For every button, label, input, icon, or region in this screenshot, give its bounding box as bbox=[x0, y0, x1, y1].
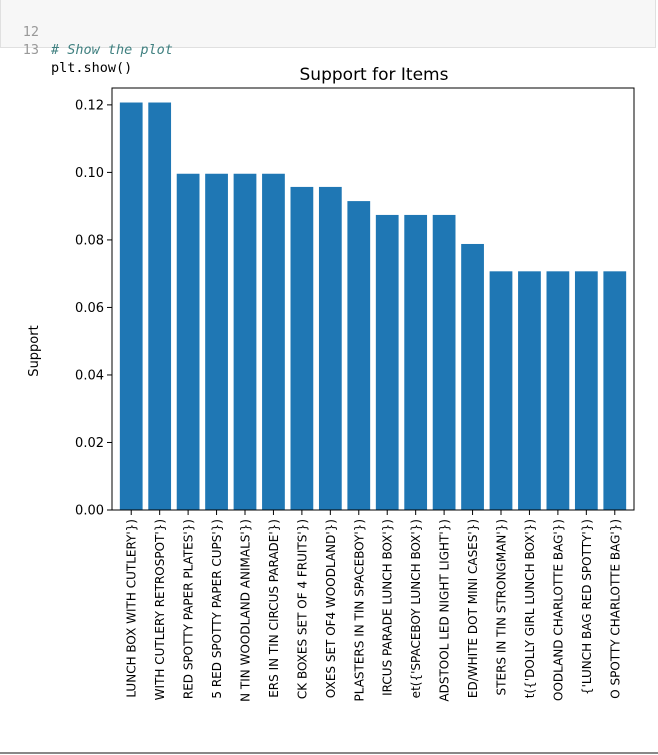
chart-title: Support for Items bbox=[300, 65, 449, 85]
x-tick-label: STERS IN TIN STRONGMAN'}) bbox=[495, 519, 509, 695]
x-tick-label: OXES SET OF4 WOODLAND'}) bbox=[324, 519, 338, 698]
bar bbox=[119, 102, 143, 510]
x-tick-label: ADSTOOL LED NIGHT LIGHT'}) bbox=[438, 519, 452, 702]
bar bbox=[290, 186, 314, 511]
x-tick-label: OODLAND CHARLOTTE BAG'}) bbox=[551, 519, 565, 701]
bar bbox=[233, 173, 257, 510]
bar-chart: Support for Items Support 0.000.020.040.… bbox=[27, 65, 635, 702]
x-tick-label: WITH CUTLERY RETROSPOT'}) bbox=[153, 519, 167, 700]
y-tick-label: 0.12 bbox=[75, 98, 104, 113]
line-number: 13 bbox=[22, 42, 39, 58]
bar bbox=[262, 173, 285, 510]
x-tick-label: IRCUS PARADE LUNCH BOX'}) bbox=[381, 519, 395, 696]
bar bbox=[432, 214, 456, 510]
bar bbox=[518, 271, 541, 510]
code-line: 12 # Show the plot bbox=[1, 5, 173, 58]
code-comment: # Show the plot bbox=[51, 42, 173, 58]
bar bbox=[489, 271, 513, 510]
x-tick-label: O SPOTTY CHARLOTTE BAG'}) bbox=[608, 519, 622, 699]
x-tick-label: {'LUNCH BAG RED SPOTTY'}) bbox=[580, 519, 594, 695]
bar bbox=[603, 271, 627, 510]
code-cell[interactable]: 12 # Show the plot 13 plt.show() bbox=[0, 0, 656, 76]
bars-group bbox=[119, 102, 627, 511]
bar bbox=[461, 243, 484, 510]
x-tick-label: PLASTERS IN TIN SPACEBOY'}) bbox=[352, 519, 366, 702]
bar bbox=[574, 271, 598, 510]
bar bbox=[148, 102, 172, 510]
y-axis-ticks: 0.00 0.02 0.04 0.06 0.08 0.10 0.12 bbox=[75, 98, 112, 519]
x-tick-label: ED/WHITE DOT MINI CASES'}) bbox=[466, 519, 480, 698]
bar bbox=[375, 214, 399, 510]
bar bbox=[404, 214, 428, 510]
y-tick-label: 0.06 bbox=[75, 301, 104, 316]
x-tick-label: 5 RED SPOTTY PAPER CUPS'}) bbox=[210, 519, 224, 699]
y-tick-label: 0.04 bbox=[75, 368, 104, 383]
code-line: 13 plt.show() bbox=[1, 23, 133, 76]
code-statement: plt.show() bbox=[51, 60, 133, 76]
x-tick-label: et({'SPACEBOY LUNCH BOX'}) bbox=[409, 519, 423, 698]
bar bbox=[176, 173, 200, 510]
bar bbox=[205, 173, 228, 510]
plot-frame bbox=[111, 87, 635, 511]
x-tick-label: ERS IN TIN CIRCUS PARADE'}) bbox=[267, 519, 281, 698]
bottom-divider bbox=[0, 752, 658, 754]
line-number: 12 bbox=[22, 24, 39, 40]
y-axis-label: Support bbox=[27, 325, 42, 376]
bar bbox=[318, 186, 342, 511]
x-tick-label: t({'DOLLY GIRL LUNCH BOX'}) bbox=[523, 519, 537, 698]
x-tick-label: RED SPOTTY PAPER PLATES'}) bbox=[182, 519, 196, 699]
y-tick-label: 0.02 bbox=[75, 436, 104, 451]
x-tick-label: LUNCH BOX WITH CUTLERY'}) bbox=[125, 519, 139, 698]
x-axis-ticks: LUNCH BOX WITH CUTLERY'}) WITH CUTLERY RE… bbox=[125, 510, 622, 702]
y-tick-label: 0.10 bbox=[75, 166, 104, 181]
x-tick-label: N TIN WOODLAND ANIMALS'}) bbox=[239, 519, 253, 702]
x-tick-label: CK BOXES SET OF 4 FRUITS'}) bbox=[295, 519, 309, 699]
y-tick-label: 0.00 bbox=[75, 504, 104, 519]
bar bbox=[546, 271, 570, 510]
y-tick-label: 0.08 bbox=[75, 233, 104, 248]
bar bbox=[347, 201, 371, 510]
